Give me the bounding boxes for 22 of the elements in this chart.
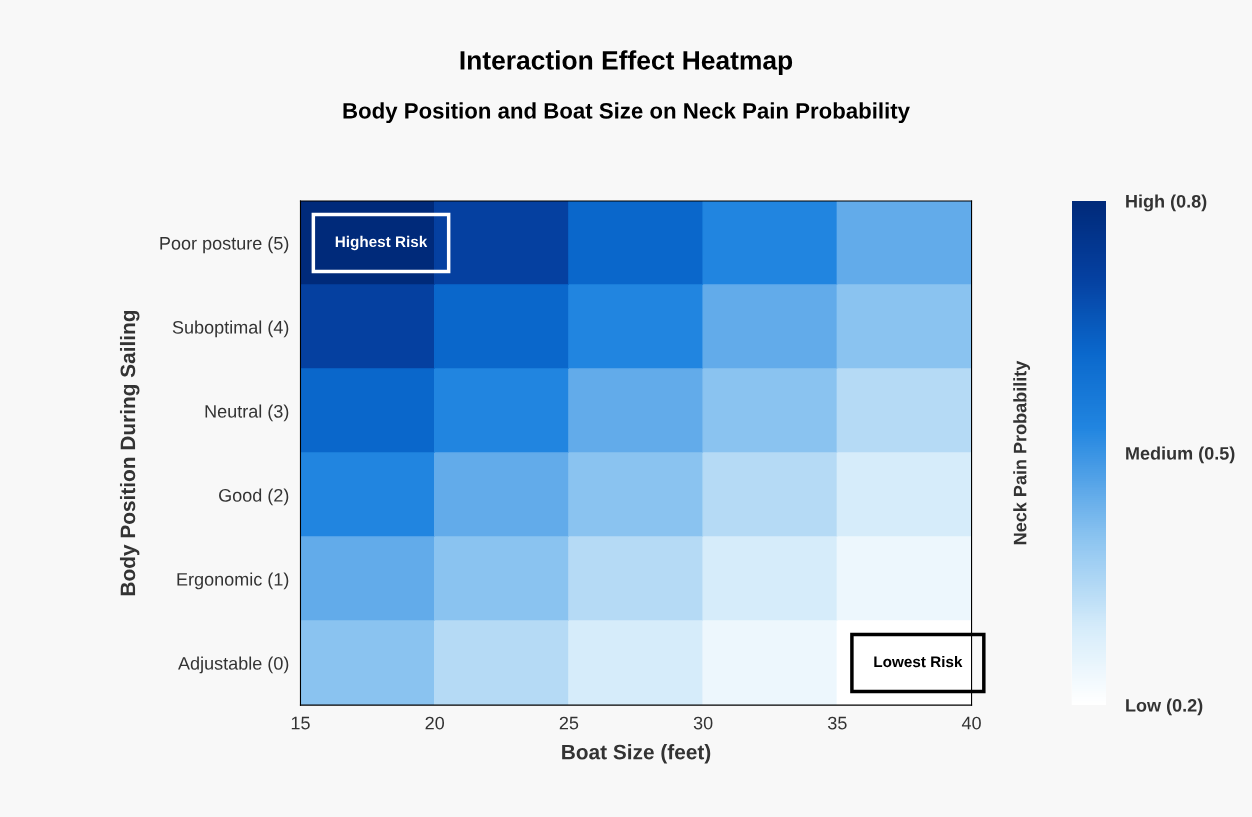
chart-title: Interaction Effect Heatmap: [460, 50, 793, 75]
x-tick-label: 35: [827, 716, 847, 730]
y-tick-label: Poor posture (5): [160, 236, 289, 254]
x-tick-label: 25: [559, 716, 579, 730]
color-bar-title: Neck Pain Probability: [1013, 360, 1031, 545]
x-tick-label: 30: [693, 716, 713, 730]
y-tick-label: Ergonomic (1): [177, 572, 289, 590]
x-tick-label: 20: [425, 716, 445, 730]
y-tick-label: Suboptimal (4): [172, 320, 289, 338]
x-tick-label: 15: [291, 716, 310, 730]
chart-subtitle: Body Position and Boat Size on Neck Pain Probability: [343, 102, 910, 124]
y-axis-title: Body Position During Sailing: [119, 310, 140, 596]
color-bar-label: Medium (0.5): [1126, 446, 1235, 464]
x-tick-label: 40: [961, 716, 981, 730]
annotation: Lowest Risk: [874, 655, 963, 668]
y-tick-label: Neutral (3): [205, 404, 289, 422]
color-bar-label: High (0.8): [1126, 194, 1207, 212]
y-tick-label: Good (2): [219, 488, 289, 506]
color-bar-label: Low (0.2): [1126, 698, 1203, 716]
y-tick-label: Adjustable (0): [178, 656, 289, 674]
annotation: Highest Risk: [335, 235, 428, 251]
x-axis-title: Boat Size (feet): [562, 744, 711, 764]
